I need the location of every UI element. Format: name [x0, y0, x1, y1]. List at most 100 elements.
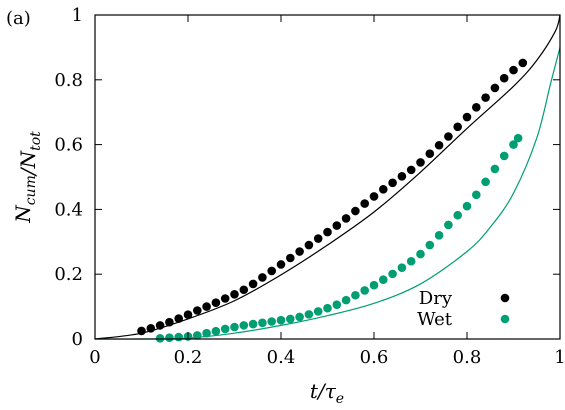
point-dry [165, 317, 174, 327]
point-dry [434, 140, 444, 150]
point-dry [518, 58, 528, 68]
point-dry [397, 172, 407, 181]
point-wet [462, 201, 472, 211]
point-wet [304, 310, 314, 319]
point-dry [276, 260, 286, 269]
point-wet [360, 286, 370, 295]
point-dry [472, 103, 481, 112]
point-dry [230, 289, 239, 299]
point-dry [388, 178, 397, 188]
point-dry [211, 298, 221, 308]
y-axis-label: Ncum/Ntot [11, 131, 44, 224]
point-wet [513, 133, 523, 143]
point-wet [323, 303, 332, 313]
point-dry [444, 132, 453, 141]
point-wet [258, 318, 267, 328]
y-tick-label: 1 [72, 5, 83, 26]
point-wet [193, 331, 202, 340]
point-dry [286, 253, 295, 263]
point-dry [183, 310, 193, 320]
point-wet [165, 333, 174, 343]
x-tick-label: 0.8 [453, 347, 482, 368]
point-dry [248, 279, 258, 289]
point-wet [416, 249, 425, 259]
point-wet [388, 269, 397, 279]
point-dry [295, 247, 304, 256]
point-wet [434, 231, 444, 240]
point-wet [369, 280, 379, 290]
point-wet [490, 164, 500, 174]
x-axis-label: t/τe [310, 379, 344, 407]
point-dry [258, 273, 267, 282]
point-dry [193, 306, 202, 315]
x-tick-labels: 0 0.2 0.4 0.6 0.8 1 [89, 347, 565, 368]
point-wet [239, 321, 249, 330]
legend-marker-dry [500, 293, 510, 303]
y-tick-label: 0.6 [54, 135, 83, 156]
point-dry [155, 321, 165, 330]
point-wet [211, 326, 221, 336]
point-wet [453, 210, 463, 220]
point-wet [230, 322, 239, 332]
point-wet [481, 177, 490, 187]
point-dry [490, 83, 500, 93]
x-tick-label: 0.6 [360, 347, 389, 368]
point-wet [397, 263, 407, 273]
point-wet [332, 300, 342, 309]
y-tick-label: 0.8 [54, 70, 83, 91]
point-wet [472, 190, 481, 200]
point-dry [416, 158, 425, 167]
x-tick-label: 0.2 [174, 347, 203, 368]
point-dry [406, 165, 416, 175]
point-dry [379, 185, 388, 194]
point-wet [379, 275, 388, 285]
x-tick-label: 1 [554, 347, 565, 368]
point-dry [360, 199, 370, 208]
point-dry [351, 206, 360, 216]
point-dry [174, 314, 183, 323]
axis-ticks [94, 14, 561, 340]
panel-label: (a) [6, 8, 31, 29]
point-wet [220, 324, 230, 334]
point-wet [444, 220, 453, 230]
point-wet [425, 240, 435, 250]
legend-label-wet: Wet [417, 309, 453, 330]
data-points [137, 58, 528, 343]
fit-curve-dry [94, 14, 561, 340]
point-dry [267, 266, 277, 276]
point-dry [313, 234, 323, 243]
y-tick-labels: 0 0.2 0.4 0.6 0.8 1 [54, 5, 83, 350]
point-wet [351, 290, 360, 300]
point-wet [276, 315, 286, 325]
plot-frame [94, 14, 561, 340]
point-dry [425, 149, 435, 158]
fit-curve-wet [94, 47, 561, 340]
point-wet [341, 295, 351, 305]
point-dry [332, 221, 342, 230]
point-dry [453, 122, 463, 132]
x-tick-label: 0 [89, 347, 100, 368]
point-dry [304, 240, 314, 250]
point-dry [137, 326, 146, 336]
point-dry [202, 302, 211, 311]
point-wet [202, 328, 211, 338]
point-dry [323, 227, 332, 237]
point-wet [174, 332, 183, 342]
point-wet [155, 334, 165, 343]
point-dry [369, 192, 379, 201]
point-wet [499, 151, 509, 161]
point-dry [509, 65, 518, 75]
point-wet [313, 307, 323, 316]
point-wet [267, 317, 277, 326]
point-dry [220, 294, 230, 303]
point-dry [239, 285, 249, 295]
point-wet [248, 319, 258, 329]
x-tick-label: 0.4 [267, 347, 296, 368]
point-dry [146, 324, 156, 333]
point-dry [341, 214, 351, 223]
y-tick-label: 0.2 [54, 264, 83, 285]
point-dry [462, 112, 472, 122]
point-wet [406, 256, 416, 266]
